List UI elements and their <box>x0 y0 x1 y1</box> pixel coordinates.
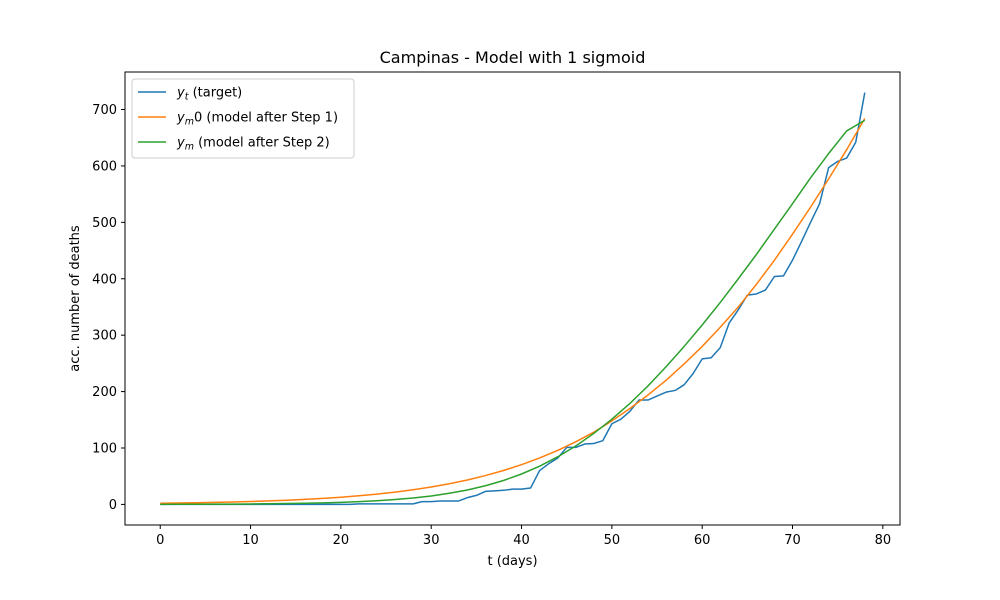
y-tick-label: 300 <box>92 329 117 344</box>
y-tick-label: 100 <box>92 441 117 456</box>
x-tick-label: 70 <box>784 533 801 548</box>
x-tick-label: 10 <box>242 533 259 548</box>
y-axis-label: acc. number of deaths <box>68 225 83 372</box>
x-tick-label: 80 <box>875 533 892 548</box>
plot-frame <box>124 71 901 526</box>
y-tick-label: 0 <box>109 498 117 513</box>
y-axis: 0 100 200 300 400 500 600 700 <box>92 103 125 513</box>
series-line-2 <box>160 119 866 506</box>
x-tick-label: 20 <box>333 533 350 548</box>
series-line-1 <box>160 118 866 505</box>
legend: yt (target) ym0 (model after Step 1) ym (m… <box>131 78 355 159</box>
legend-label-2: ym (model after Step 2) <box>176 136 330 153</box>
legend-label-1: ym0 (model after Step 1) <box>176 111 338 128</box>
y-tick-label: 500 <box>92 216 117 231</box>
x-tick-label: 60 <box>694 533 711 548</box>
x-tick-label: 40 <box>513 533 530 548</box>
y-tick-label: 700 <box>92 103 117 118</box>
y-tick-label: 400 <box>92 272 117 287</box>
legend-box <box>131 78 355 159</box>
legend-label-0: yt (target) <box>176 86 242 103</box>
chart-title: Campinas - Model with 1 sigmoid <box>380 48 646 67</box>
x-tick-label: 50 <box>604 533 621 548</box>
y-tick-label: 200 <box>92 385 117 400</box>
x-tick-label: 30 <box>423 533 440 548</box>
y-tick-label: 600 <box>92 159 117 174</box>
x-axis: 0 10 20 30 40 50 60 70 80 <box>156 525 891 548</box>
x-axis-label: t (days) <box>487 554 537 569</box>
series-layer <box>160 92 866 506</box>
x-tick-label: 0 <box>156 533 164 548</box>
